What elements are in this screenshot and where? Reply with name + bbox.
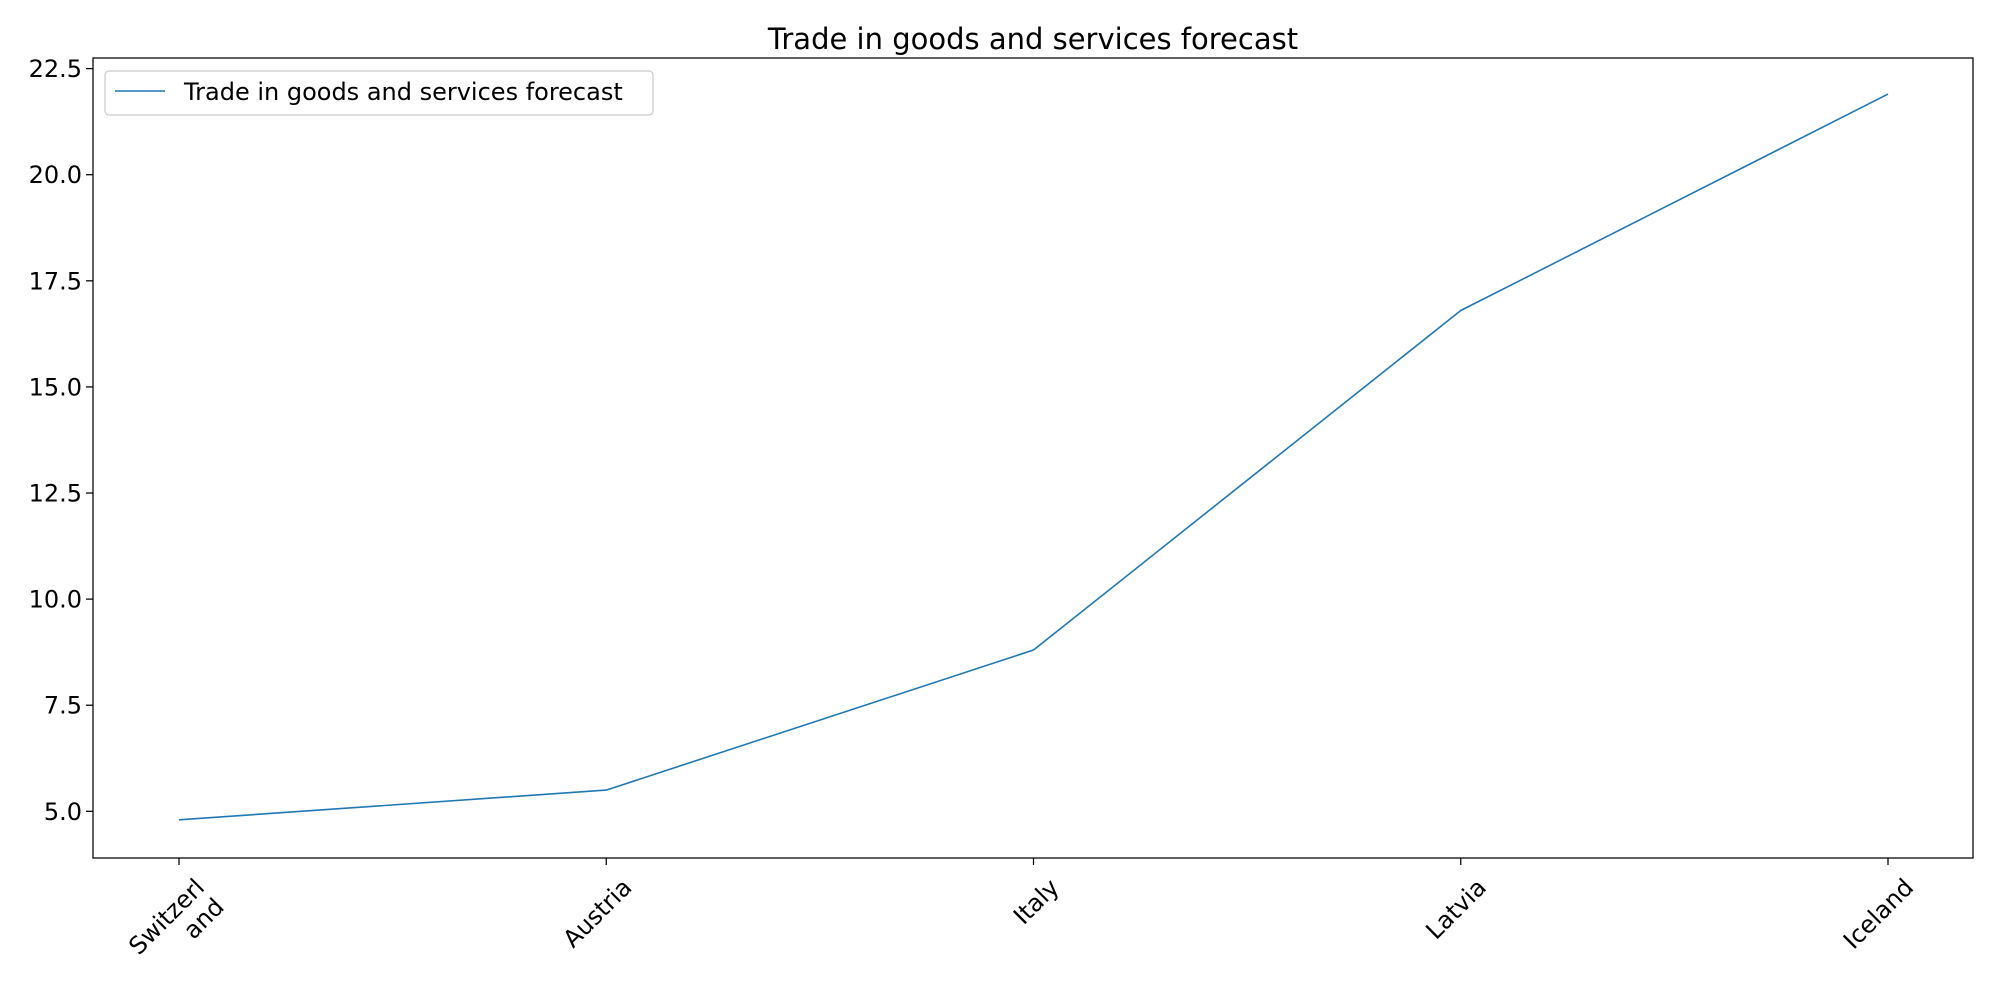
legend-label: Trade in goods and services forecast [183,78,623,106]
legend: Trade in goods and services forecast [104,70,654,116]
y-tick-label: 10.0 [29,586,82,614]
y-tick-label: 17.5 [29,267,82,295]
y-tick-label: 20.0 [29,161,82,189]
series-layer [178,93,1889,821]
y-tick-label: 22.5 [29,55,82,83]
legend-box [104,70,654,116]
series-line [178,93,1889,821]
chart-title: Trade in goods and services forecast [767,22,1298,56]
y-tick-label: 5.0 [44,798,82,826]
y-axis: 5.0 7.5 10.0 12.5 15.0 17.5 20.0 22.5 [29,55,93,826]
y-tick-label: 7.5 [44,692,82,720]
y-tick-label: 12.5 [29,480,82,508]
y-tick-label: 15.0 [29,373,82,401]
